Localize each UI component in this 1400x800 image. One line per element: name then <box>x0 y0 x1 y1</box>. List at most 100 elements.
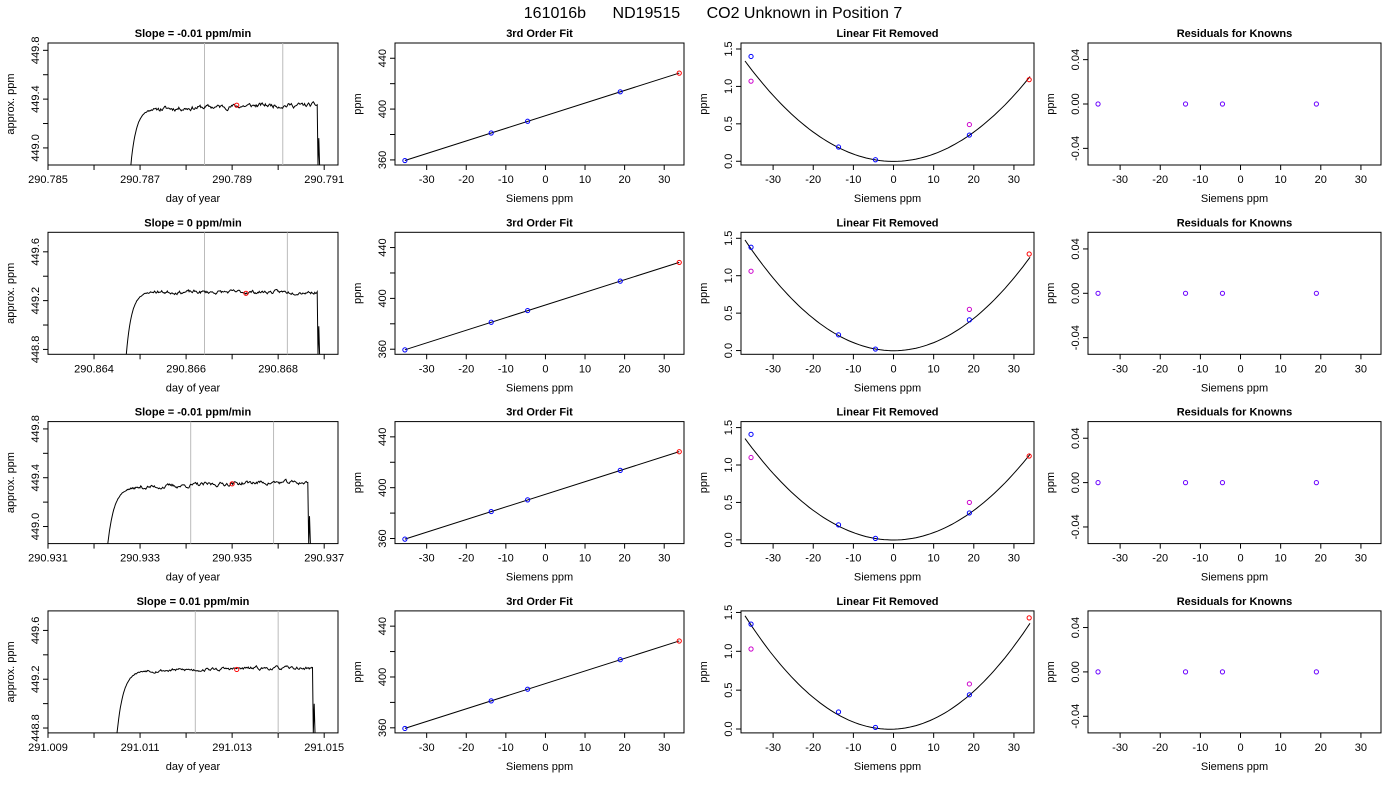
residuals-x-tick-label: 30 <box>1355 553 1367 565</box>
residual-point <box>1219 669 1226 675</box>
residual-point <box>1182 480 1189 486</box>
linear-fit-removed-x-tick-label: 10 <box>928 742 940 754</box>
residuals-y-tick-label: 0.04 <box>1070 617 1082 638</box>
linear-fit-removed-title: Linear Fit Removed <box>836 28 938 40</box>
third-order-fit-plot-frame <box>394 610 685 734</box>
standard-point <box>617 89 623 95</box>
row-3: Slope = -0.01 ppm/min day of year approx. … <box>5 407 1382 584</box>
panel-grid: Slope = -0.01 ppm/min day of year approx. … <box>5 28 1382 773</box>
residuals-title: Residuals for Knowns <box>1177 28 1293 40</box>
third-order-fit-y-tick-label: 400 <box>377 100 389 118</box>
linear-fit-removed-x-tick-label: -10 <box>845 363 861 375</box>
time-series-panel: Slope = 0.01 ppm/min day of year approx. p… <box>5 596 344 773</box>
residuals-x-axis-label: Siemens ppm <box>1201 382 1268 394</box>
time-series-y-tick-label: 448.8 <box>30 714 42 742</box>
residual-point <box>1219 480 1226 486</box>
third-order-fit-x-tick-label: 10 <box>579 553 591 565</box>
third-order-fit-x-tick-label: -20 <box>458 553 474 565</box>
linear-fit-removed-x-tick-label: 0 <box>890 174 896 186</box>
standard-point <box>835 522 842 528</box>
third-order-fit-x-tick-label: 30 <box>658 363 670 375</box>
third-order-fit-x-tick-label: 0 <box>542 363 548 375</box>
residuals-title: Residuals for Knowns <box>1177 407 1293 419</box>
residuals-x-tick-label: 10 <box>1275 363 1287 375</box>
third-order-fit-x-tick-label: 0 <box>542 174 548 186</box>
residuals-panel: Residuals for Knowns Siemens ppm ppm -30 -20… <box>1045 217 1382 394</box>
standard-point <box>748 53 754 60</box>
residual-point <box>1095 101 1101 107</box>
residuals-x-tick-label: -10 <box>1192 553 1208 565</box>
third-order-fit-y-tick-label: 400 <box>377 289 389 307</box>
residuals-x-tick-label: -30 <box>1112 553 1128 565</box>
residuals-y-tick-label: 0.04 <box>1070 238 1082 259</box>
residual-point <box>1182 669 1189 675</box>
linear-fit-removed-y-tick-label: 0.5 <box>723 305 735 320</box>
mean-value-marker <box>243 290 249 296</box>
unknown-point <box>676 638 682 644</box>
third-order-fit-x-tick-label: -10 <box>498 174 514 186</box>
residuals-panel: Residuals for Knowns Siemens ppm ppm -30 -20… <box>1045 28 1382 205</box>
linear-fit-removed-x-tick-label: -10 <box>845 553 861 565</box>
time-series-plot-frame <box>47 610 339 734</box>
standard-point <box>748 431 754 437</box>
standard-point <box>872 724 879 731</box>
linear-fit-removed-x-axis-label: Siemens ppm <box>854 382 921 394</box>
residuals-x-tick-label: 20 <box>1315 553 1327 565</box>
standard-point <box>617 467 623 473</box>
time-series-y-axis-label: approx. ppm <box>5 452 17 513</box>
fit-curve <box>404 261 680 351</box>
linear-fit-removed-x-axis-label: Siemens ppm <box>854 572 921 584</box>
time-series-x-tick-label: 290.866 <box>166 363 206 375</box>
unknown-point <box>676 259 682 266</box>
standard-point <box>966 510 972 516</box>
residuals-x-tick-label: 10 <box>1275 174 1287 186</box>
third-order-fit-x-tick-label: -10 <box>498 553 514 565</box>
third-order-fit-title: 3rd Order Fit <box>506 28 573 40</box>
quadratic-curve <box>744 615 1031 730</box>
linear-fit-removed-y-tick-label: 1.5 <box>723 41 735 56</box>
residuals-x-tick-label: -20 <box>1152 742 1168 754</box>
third-order-fit-title: 3rd Order Fit <box>506 596 573 608</box>
time-series-x-tick-label: 290.935 <box>212 553 252 565</box>
residual-point <box>1313 290 1319 296</box>
standard-point <box>872 157 879 163</box>
figure-title-position: CO2 Unknown in Position 7 <box>707 5 903 22</box>
linear-fit-removed-y-tick-label: 1.5 <box>723 231 735 246</box>
residuals-y-tick-label: -0.04 <box>1070 136 1082 161</box>
residuals-plot-frame <box>1087 610 1382 734</box>
linear-fit-removed-title: Linear Fit Removed <box>836 596 938 608</box>
time-series-y-tick-label: 449.6 <box>30 238 42 266</box>
co2-trace-line <box>107 478 311 544</box>
third-order-fit-y-tick-label: 400 <box>377 479 389 497</box>
linear-fit-removed-x-tick-label: 10 <box>928 553 940 565</box>
standard-point <box>402 725 408 732</box>
linear-fit-removed-x-tick-label: 0 <box>890 553 896 565</box>
quadratic-curve <box>744 60 1031 162</box>
standard-point <box>835 332 842 338</box>
third-order-fit-y-tick-label: 400 <box>377 668 389 686</box>
standard-point <box>835 144 842 150</box>
standard-point <box>525 686 531 692</box>
linear-fit-removed-panel: Linear Fit Removed Siemens ppm ppm -30 -20 -1… <box>698 217 1035 394</box>
linear-fit-removed-y-tick-label: 1.0 <box>723 268 735 283</box>
time-series-x-tick-label: 291.011 <box>121 742 160 754</box>
linear-fit-removed-x-tick-label: 0 <box>890 363 896 375</box>
residuals-x-tick-label: -30 <box>1112 174 1128 186</box>
linear-fit-removed-x-tick-label: 20 <box>968 363 980 375</box>
residuals-x-tick-label: 0 <box>1237 742 1243 754</box>
time-series-x-tick-label: 291.013 <box>212 742 252 754</box>
third-order-fit-x-tick-label: 30 <box>658 553 670 565</box>
residuals-y-tick-label: 0.00 <box>1070 661 1082 682</box>
unknown-point <box>1026 615 1032 621</box>
linear-fit-removed-y-tick-label: 1.0 <box>723 79 735 94</box>
linear-fit-point <box>966 121 972 128</box>
linear-fit-removed-y-tick-label: 1.5 <box>723 420 735 435</box>
residuals-x-tick-label: -10 <box>1192 742 1208 754</box>
time-series-y-tick-label: 449.8 <box>30 37 42 65</box>
linear-fit-removed-panel: Linear Fit Removed Siemens ppm ppm -30 -20 -1… <box>698 28 1035 205</box>
linear-fit-removed-x-tick-label: -20 <box>805 742 821 754</box>
linear-fit-removed-x-tick-label: 30 <box>1008 742 1020 754</box>
linear-fit-removed-x-tick-label: -10 <box>845 742 861 754</box>
linear-fit-removed-x-tick-label: 30 <box>1008 553 1020 565</box>
residuals-plot-frame <box>1087 42 1382 166</box>
